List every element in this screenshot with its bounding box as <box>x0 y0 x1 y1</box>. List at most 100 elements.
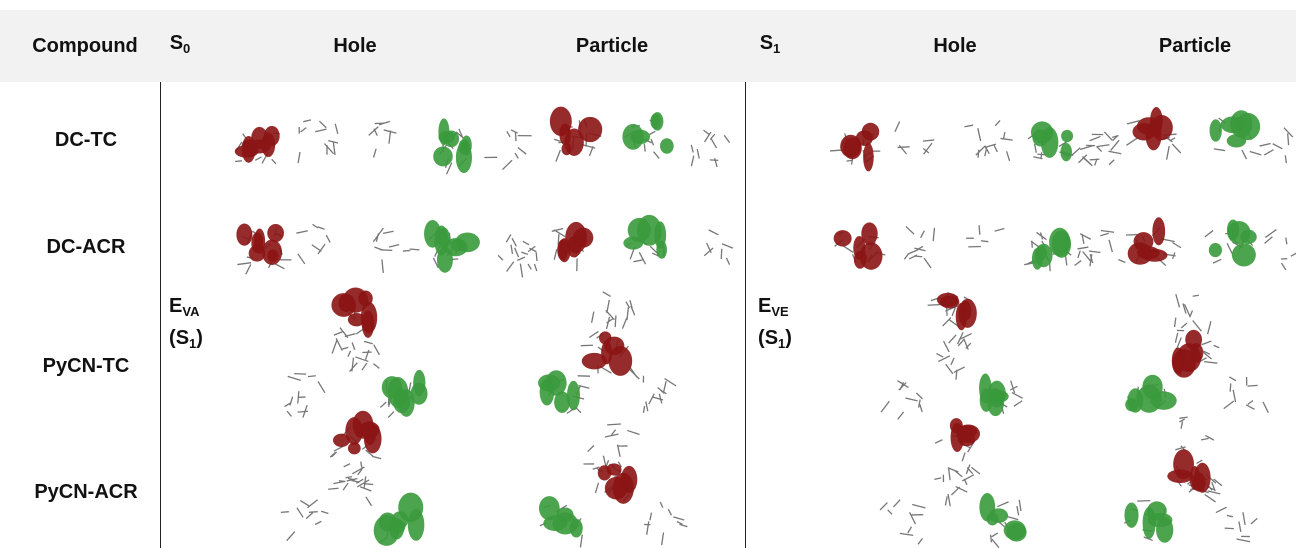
bond <box>696 149 700 159</box>
orbital-lobe <box>333 433 350 447</box>
bond <box>349 362 358 372</box>
bond <box>905 225 915 235</box>
bond <box>909 512 917 525</box>
orbital-lobe <box>1137 117 1161 135</box>
bond <box>599 365 612 374</box>
bond <box>602 455 607 467</box>
bond <box>333 330 344 336</box>
bond <box>299 500 310 507</box>
bond <box>1096 146 1103 153</box>
bond <box>1264 229 1277 238</box>
orbital-lobe <box>361 310 375 338</box>
header-cell: Particle <box>575 35 649 57</box>
bond <box>1005 151 1011 162</box>
bond <box>614 315 617 328</box>
bond <box>519 263 524 278</box>
bond <box>1245 404 1255 410</box>
bond <box>286 531 296 542</box>
bond <box>625 301 631 309</box>
orbital-lobe <box>381 376 403 399</box>
state-main: E <box>758 295 772 317</box>
bond <box>648 393 655 405</box>
bond <box>317 381 326 394</box>
bond <box>1006 515 1019 521</box>
bond <box>372 455 382 460</box>
bond <box>938 355 951 363</box>
bond <box>894 121 901 132</box>
bond <box>1078 154 1088 164</box>
bond <box>355 328 364 335</box>
bond <box>1236 538 1251 543</box>
orbital-lobe <box>407 508 425 541</box>
bond <box>957 338 965 347</box>
bond <box>1242 512 1246 526</box>
bond <box>274 263 285 270</box>
bond <box>934 477 942 481</box>
bond <box>373 344 380 356</box>
bond <box>1110 139 1120 151</box>
orbital-lobe <box>1171 347 1185 374</box>
orbital-lobe <box>1240 229 1257 244</box>
orbital-lobe <box>443 238 468 257</box>
bond <box>971 466 981 475</box>
bond <box>1058 140 1068 148</box>
bond <box>947 468 951 481</box>
bond <box>1011 392 1023 399</box>
bond <box>527 263 532 270</box>
orbital-lobe <box>1194 462 1211 493</box>
orbital-lobe <box>261 132 276 158</box>
bond <box>725 257 731 265</box>
bond <box>351 357 355 372</box>
bond <box>721 243 734 249</box>
bond <box>379 249 393 252</box>
header-cell: Hole <box>333 35 377 57</box>
bond <box>1096 144 1110 148</box>
orbital-lobe <box>955 302 968 331</box>
bond <box>642 405 646 413</box>
bond <box>1112 135 1118 142</box>
bond <box>923 142 933 155</box>
bond <box>962 474 975 482</box>
bond <box>897 411 905 420</box>
bond <box>1205 434 1215 441</box>
bond <box>1173 317 1177 328</box>
bond <box>446 162 453 175</box>
bond <box>303 119 312 123</box>
orbital-lobe <box>1220 116 1246 134</box>
orbital-lobe <box>859 242 883 270</box>
bond <box>1081 233 1085 245</box>
bond <box>989 534 993 543</box>
state-main: E <box>169 295 183 317</box>
bond <box>342 482 349 491</box>
bond <box>289 396 294 406</box>
bond <box>271 158 277 165</box>
bond <box>936 352 944 358</box>
bond <box>297 410 309 413</box>
orbital-lobe <box>267 249 279 262</box>
bond <box>1247 399 1254 405</box>
bond <box>1241 149 1248 160</box>
bond <box>510 244 514 254</box>
bond <box>553 138 561 142</box>
orbital-lobe <box>1049 227 1071 257</box>
bond <box>914 247 926 252</box>
bond <box>314 520 322 526</box>
orbital-lobe <box>1226 134 1247 148</box>
orbital-lobe <box>627 217 651 243</box>
bond <box>1100 232 1109 237</box>
orbital-lobe <box>987 380 1006 408</box>
bond <box>629 300 633 309</box>
bond <box>1108 159 1115 166</box>
bond <box>975 145 986 156</box>
bond <box>1229 383 1232 392</box>
bond <box>708 229 719 236</box>
bond <box>667 508 673 516</box>
bond <box>1171 252 1176 260</box>
bond <box>638 252 647 265</box>
bond <box>703 131 712 143</box>
bond <box>1112 134 1119 138</box>
bond <box>590 311 595 324</box>
bond <box>1082 251 1092 262</box>
bond <box>314 128 327 133</box>
